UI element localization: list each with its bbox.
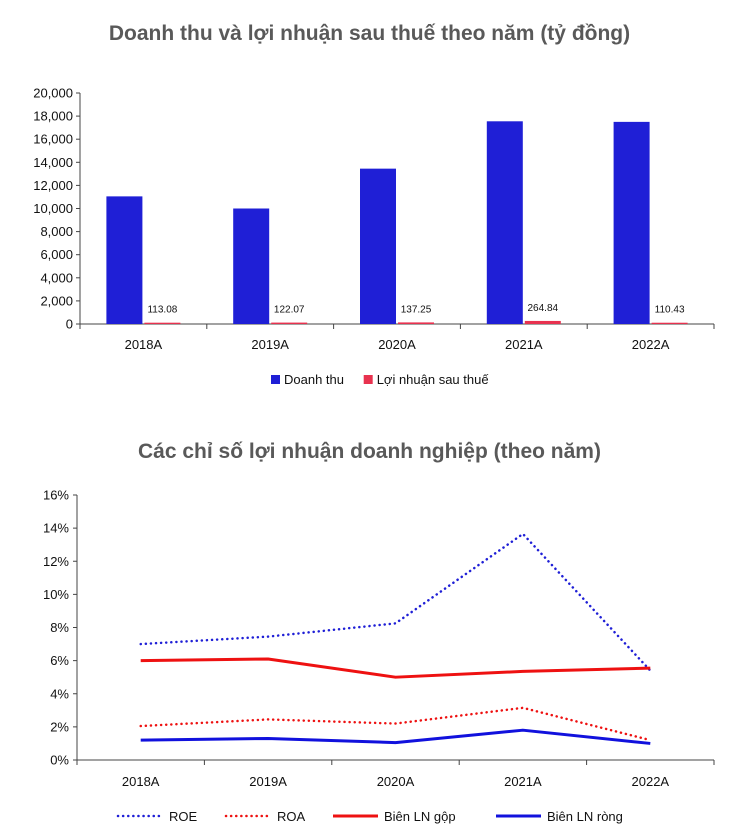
legend-label: Biên LN ròng (547, 809, 623, 824)
bar-revenue (233, 208, 270, 324)
y-tick-label: 18,000 (33, 109, 73, 124)
x-tick-label: 2019A (251, 337, 289, 352)
x-tick-label: 2022A (632, 774, 670, 789)
y-tick-label: 12% (43, 554, 69, 569)
bar-revenue (106, 196, 143, 324)
series-line-biên-ln-ròng (140, 728, 651, 745)
bar-chart-title: Doanh thu và lợi nhuận sau thuế theo năm… (108, 22, 631, 45)
bar-revenue (613, 121, 650, 324)
bar-profit (144, 322, 181, 324)
series-line-roa (139, 706, 652, 742)
x-tick-label: 2018A (122, 774, 160, 789)
x-tick-label: 2020A (377, 774, 415, 789)
series-line-roe (139, 532, 652, 672)
bar-profit (651, 322, 688, 324)
bar-profit (271, 322, 308, 324)
bar-profit (524, 320, 561, 324)
y-tick-label: 4% (50, 686, 69, 701)
y-tick-label: 6% (50, 653, 69, 668)
x-tick-label: 2021A (504, 774, 542, 789)
legend-label: ROA (277, 809, 306, 824)
legend-label: Doanh thu (284, 372, 344, 387)
legend-label: Biên LN gộp (384, 809, 456, 824)
bar-revenue (360, 168, 396, 324)
x-tick-label: 2022A (632, 337, 670, 352)
y-tick-label: 10% (43, 587, 69, 602)
y-tick-label: 6,000 (40, 247, 73, 262)
y-tick-label: 12,000 (33, 178, 73, 193)
y-tick-label: 16,000 (33, 132, 73, 147)
x-tick-label: 2018A (125, 337, 163, 352)
y-tick-label: 8,000 (40, 224, 73, 239)
bar-profit (398, 322, 434, 324)
revenue-profit-bar-chart: 0 2,000 4,000 6,000 8,000 10,000 12,000 14,000 1… (33, 86, 715, 387)
y-tick-label: 14% (43, 521, 69, 536)
bar-revenue (486, 121, 523, 324)
legend-swatch (363, 375, 373, 384)
y-tick-label: 14,000 (33, 155, 73, 170)
y-tick-label: 0% (50, 753, 69, 768)
y-tick-label: 2,000 (40, 293, 73, 308)
y-tick-label: 20,000 (33, 86, 73, 101)
legend-label: Lợi nhuận sau thuế (377, 372, 490, 387)
data-label: 137.25 (401, 304, 432, 315)
data-label: 113.08 (147, 305, 177, 316)
data-label: 110.43 (655, 305, 685, 316)
x-tick-label: 2019A (249, 774, 287, 789)
legend-label: ROE (169, 809, 198, 824)
line-chart-title: Các chỉ số lợi nhuận doanh nghiệp (theo … (138, 440, 601, 463)
y-tick-label: 0 (66, 317, 73, 332)
data-label: 122.07 (274, 305, 305, 316)
y-tick-label: 10,000 (33, 201, 73, 216)
y-tick-label: 2% (50, 719, 69, 734)
y-tick-label: 8% (50, 620, 69, 635)
legend-swatch (271, 375, 280, 384)
y-tick-label: 16% (43, 488, 69, 503)
data-label: 264.84 (528, 303, 559, 314)
x-tick-label: 2020A (378, 337, 416, 352)
x-tick-label: 2021A (505, 337, 543, 352)
y-tick-label: 4,000 (40, 270, 73, 285)
series-line-biên-ln-gộp (140, 657, 651, 679)
